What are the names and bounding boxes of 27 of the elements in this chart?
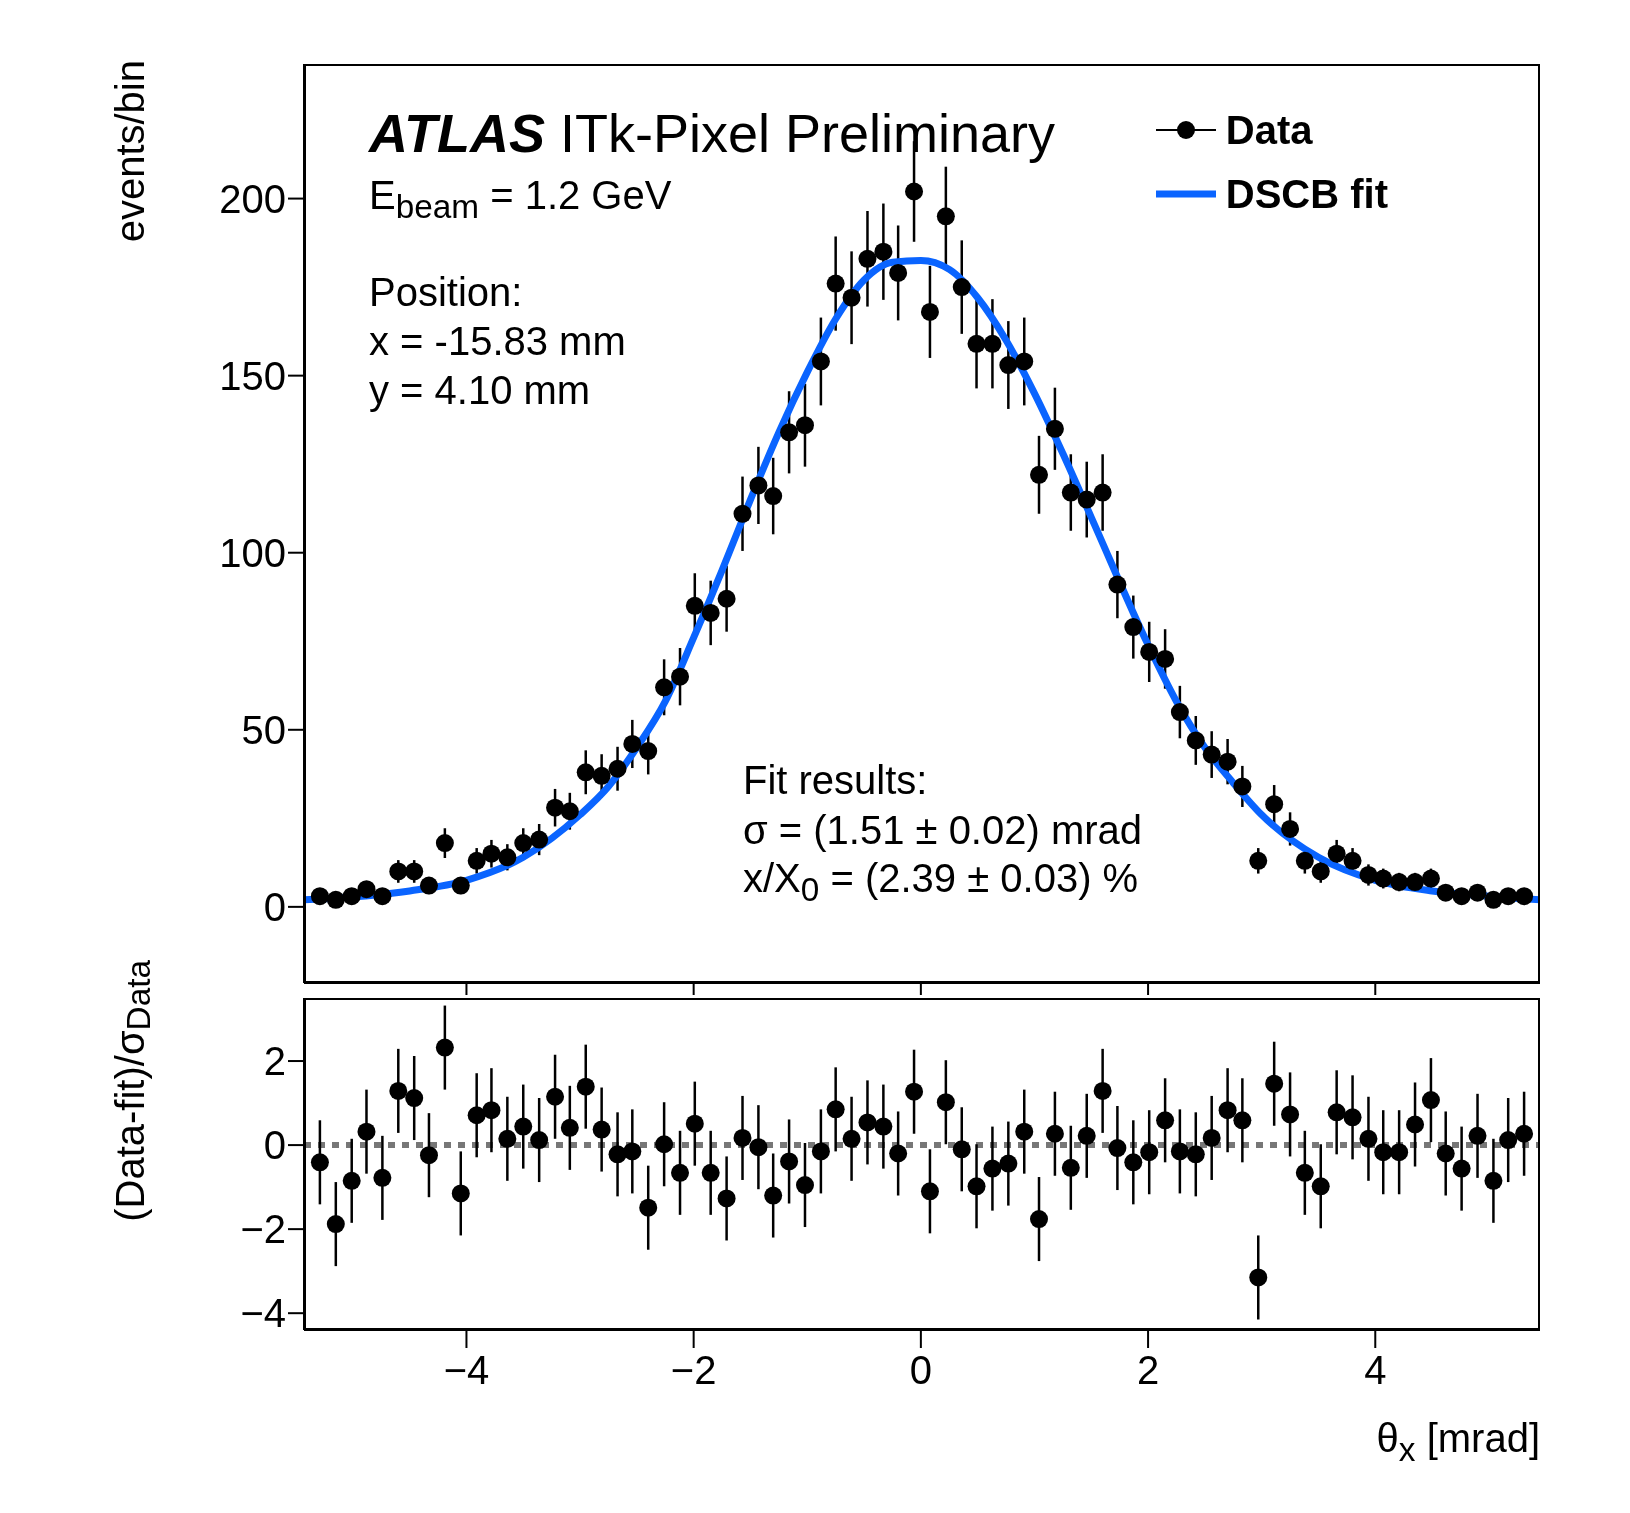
annotation: ITk-Pixel Preliminary	[559, 103, 1056, 163]
x-tick-label: 2	[1136, 1348, 1160, 1393]
y-tick-label: 50	[241, 707, 286, 752]
y-tick-label: 200	[219, 176, 286, 221]
y-tick-label: 0	[263, 885, 286, 930]
annotation: ATLAS	[369, 103, 545, 163]
x-tick-label: −4	[443, 1348, 490, 1393]
annotation: Fit results:	[743, 758, 928, 802]
y-tick-label: 100	[219, 530, 286, 575]
x-tick-label: −2	[670, 1348, 717, 1393]
y-tick-label: −4	[240, 1291, 286, 1336]
y-tick-label: −2	[240, 1207, 286, 1252]
annotation: Position:	[369, 270, 523, 314]
annotation: x/X$_{0}$ = (2.39 ± 0.03) %	[743, 856, 1139, 908]
annotation: E$_{beam}$ = 1.2 GeV	[369, 173, 672, 225]
x-tick-label: 4	[1364, 1348, 1387, 1393]
y-axis-title: events/bin	[108, 60, 153, 243]
legend-label: DSCB fit	[1225, 171, 1388, 217]
x-axis-title: θ$_{x}$ [mrad]	[1376, 1416, 1540, 1469]
x-tick-label: 0	[909, 1348, 932, 1393]
annotation: σ = (1.51 ± 0.02) mrad	[743, 808, 1143, 852]
legend-label: Data	[1225, 107, 1313, 153]
y-tick-label: 0	[263, 1123, 286, 1168]
annotation: x = -15.83 mm	[369, 319, 626, 363]
annotation: y = 4.10 mm	[369, 368, 591, 412]
y-tick-label: 2	[263, 1039, 286, 1084]
y-tick-label: 150	[219, 353, 286, 398]
